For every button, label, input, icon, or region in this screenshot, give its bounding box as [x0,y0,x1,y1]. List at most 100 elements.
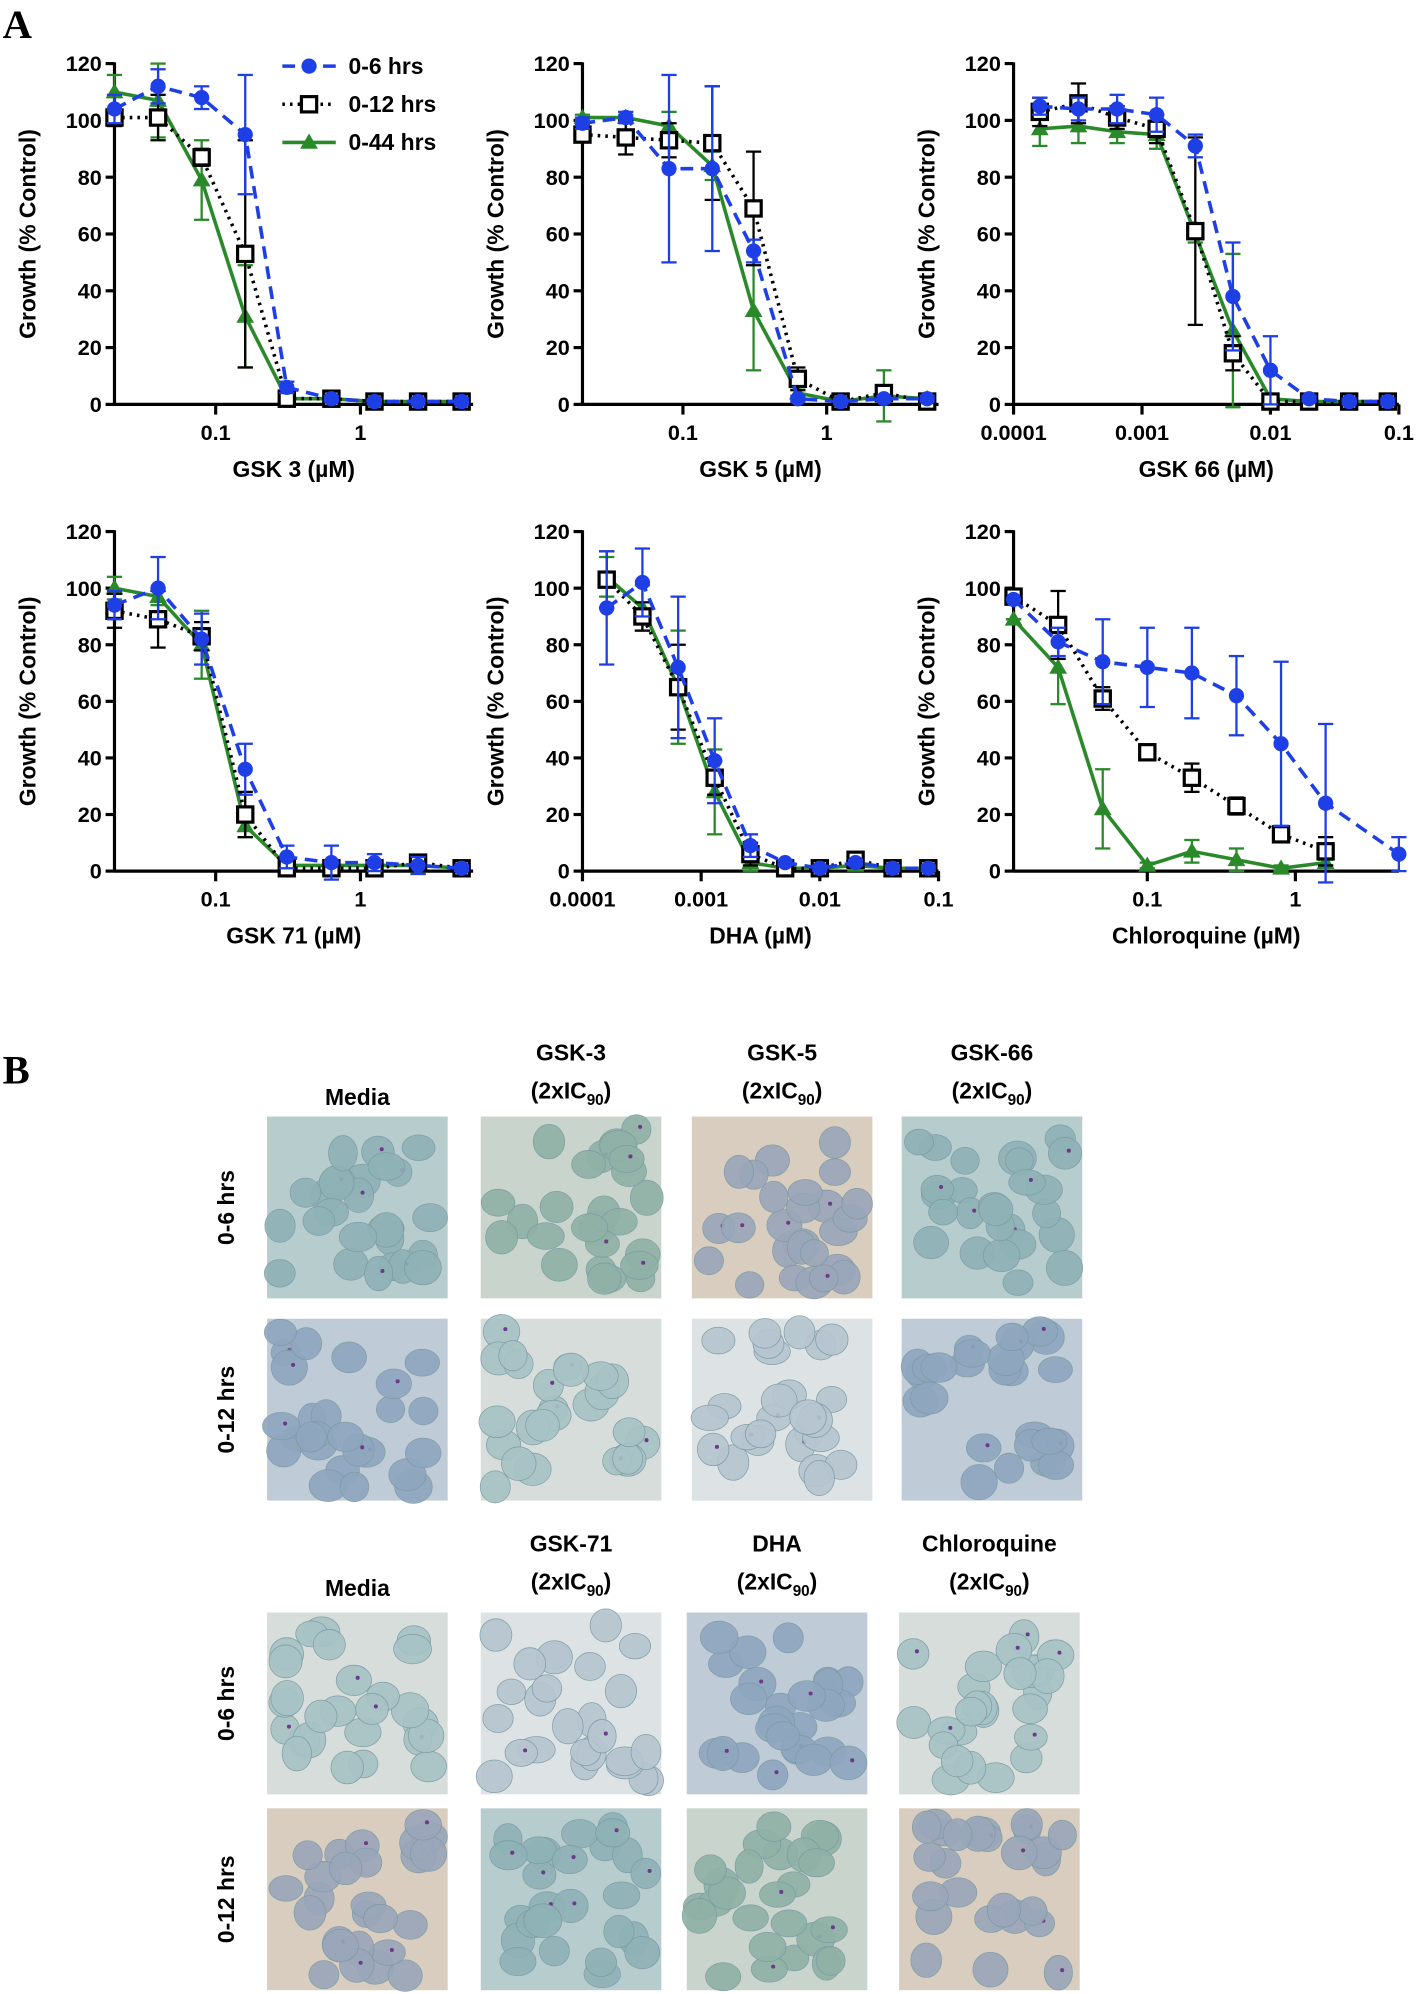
column-label: Media [325,1084,390,1110]
cell [330,1750,364,1785]
parasite [283,1421,288,1426]
marker [366,854,383,871]
dose-end: ) [604,1078,612,1104]
marker [1262,362,1279,378]
micrograph [681,1808,868,1992]
column-label: GSK-66 [951,1040,1034,1066]
cell [571,1150,606,1179]
cell [770,1909,808,1938]
cell [701,1326,736,1355]
x-tick-label: 0.001 [1115,420,1169,445]
parasite [641,1260,646,1265]
cell [561,1819,599,1849]
parasite [373,1704,378,1709]
cell [953,1339,991,1368]
marker [1271,825,1291,844]
cell [329,1851,363,1886]
cell [612,1442,644,1475]
marker [876,391,892,407]
y-tick-label: 0 [989,859,1001,884]
cell [694,1854,727,1886]
parasite [914,1649,919,1654]
column-label: GSK-5 [747,1040,817,1066]
parasite [759,1679,764,1684]
y-axis-label: Growth (% Control) [483,129,509,339]
cell [815,1946,846,1976]
y-tick-label: 100 [66,576,102,601]
cell [604,1674,637,1709]
cell [268,1644,303,1679]
marker [1317,795,1334,811]
cell [522,1860,557,1890]
marker [1109,101,1125,117]
marker [920,860,936,876]
y-tick-label: 120 [534,519,570,544]
parasite [358,1960,363,1965]
cell [603,1914,635,1949]
y-tick-label: 60 [546,689,570,714]
cell [587,1719,617,1754]
parasite [1066,1148,1071,1153]
marker [192,171,211,187]
parasite [1015,1645,1020,1650]
cell [499,1946,537,1977]
x-tick-label: 0.01 [1249,420,1291,445]
cell [798,1848,835,1878]
marker [1272,859,1290,875]
cell [1047,1136,1082,1170]
cell [553,1352,589,1387]
series-line [582,132,928,404]
cell [1045,1250,1084,1286]
parasite [541,1870,546,1875]
cell [1047,1819,1077,1851]
parasite [786,1220,791,1225]
marker [1186,221,1205,241]
cell [1014,1723,1048,1751]
x-axis-label: Chloroquine (µM) [1112,923,1301,949]
cell [478,1405,516,1439]
cell [1031,1427,1068,1455]
dose-subscript: 90 [1005,1583,1022,1600]
row-label: 0-12 hrs [213,1855,239,1943]
cell [293,1895,327,1931]
legend-label: 0-6 hrs [348,53,423,79]
cell [363,1903,398,1934]
cell [1012,1693,1048,1725]
parasite [510,1850,515,1855]
cell [403,1250,442,1286]
parasite [360,1445,365,1450]
cell [910,1942,942,1978]
y-axis-label: Growth (% Control) [483,597,509,807]
cell [479,1470,511,1504]
column-dose: (2xIC90) [952,1078,1033,1109]
cell [841,1188,873,1220]
parasite [379,1147,384,1152]
cell [799,1239,829,1267]
y-tick-label: 80 [78,165,102,190]
marker [323,854,340,871]
legend-label: 0-44 hrs [348,129,436,155]
marker [1380,393,1396,410]
parasite [604,1239,609,1244]
dose-text: (2xIC [737,1569,793,1595]
parasite [1025,1632,1030,1637]
parasite [503,1327,508,1332]
cell [696,1432,730,1467]
dose-text: (2xIC [949,1569,1005,1595]
cell [302,1206,335,1236]
cell [913,1225,949,1260]
cell [498,1340,528,1372]
cell [954,1696,988,1727]
x-tick-label: 0.1 [1384,420,1414,445]
y-tick-label: 20 [78,802,102,827]
marker [279,379,295,395]
cell [818,1158,851,1186]
cell [390,1692,430,1729]
cell [783,1315,816,1350]
cell [681,1898,718,1934]
micrograph [686,1612,868,1795]
cell [794,1743,833,1776]
y-tick-label: 60 [78,222,102,247]
parasite [286,1724,291,1729]
cell [410,1750,447,1783]
